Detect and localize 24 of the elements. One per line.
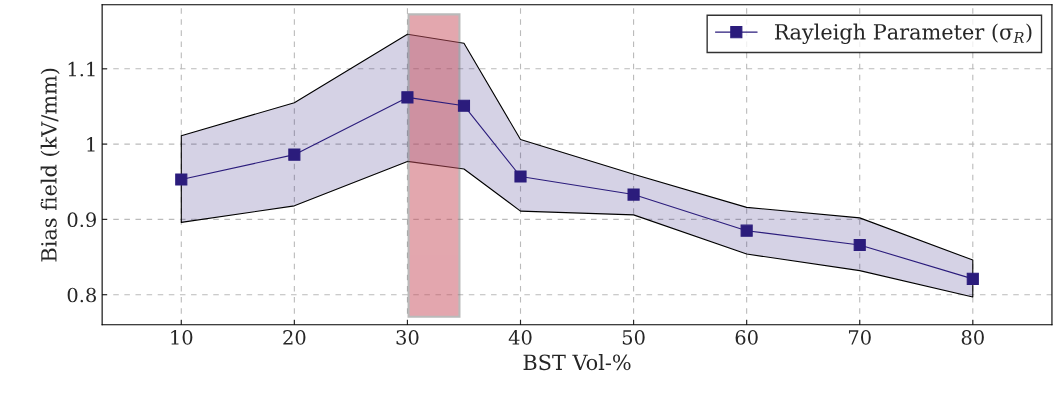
x-tick-label: 50 xyxy=(622,330,645,345)
point xyxy=(401,91,414,104)
x-tick-label: 80 xyxy=(961,330,984,345)
point xyxy=(288,148,301,161)
y-tick-label: 0.9 xyxy=(67,212,96,228)
x-tick-label: 60 xyxy=(735,330,758,345)
point xyxy=(514,170,527,183)
x-tick-label: 10 xyxy=(171,330,193,345)
x-tick-label: 20 xyxy=(283,330,306,345)
y-axis-title: Bias field (kV/mm) xyxy=(40,68,60,262)
point xyxy=(740,224,753,237)
point xyxy=(457,99,471,112)
point xyxy=(966,272,979,285)
legend-label: Rayleigh Parameter (σ$_{R}$) xyxy=(774,23,1032,45)
point xyxy=(627,188,640,201)
point xyxy=(853,238,866,252)
x-tick-label: 30 xyxy=(396,330,419,345)
point xyxy=(175,173,188,186)
x-tick-label: 40 xyxy=(508,330,532,345)
y-tick-label: 0.8 xyxy=(67,287,96,303)
y-tick-label: 1.1 xyxy=(68,61,95,77)
x-axis-title: BST Vol-% xyxy=(523,354,631,371)
y-tick-label: 1 xyxy=(87,137,95,152)
x-tick-label: 70 xyxy=(848,330,871,345)
